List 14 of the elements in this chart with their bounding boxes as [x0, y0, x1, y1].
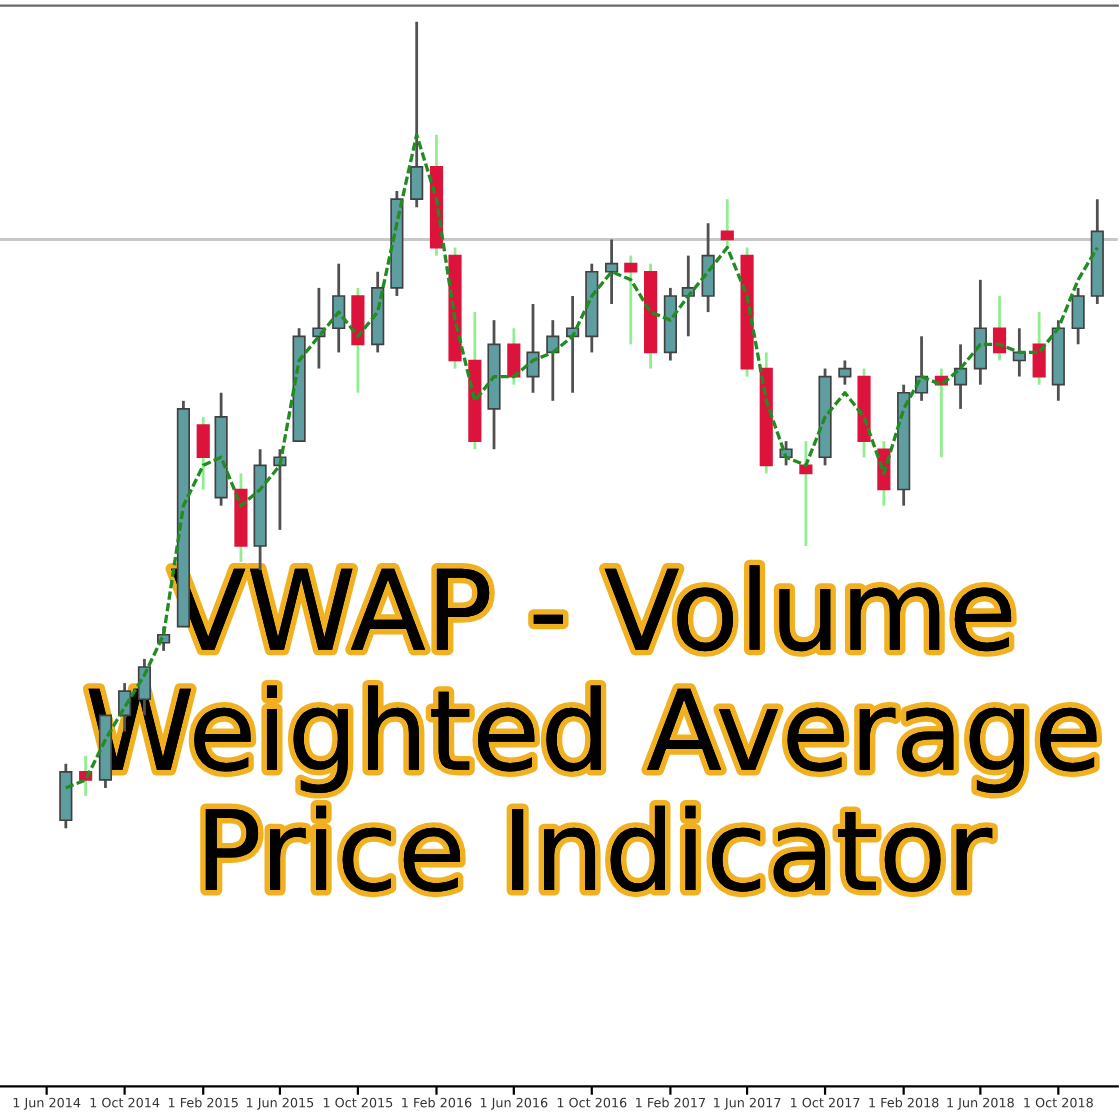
- candlestick: [701, 221, 715, 314]
- candlestick: [973, 278, 987, 387]
- candlestick: [838, 359, 852, 387]
- candlestick: [546, 318, 560, 403]
- candlestick: [624, 254, 638, 346]
- candlestick: [605, 238, 619, 306]
- candlestick: [992, 294, 1007, 362]
- candlestick: [953, 342, 968, 411]
- candlestick: [526, 302, 540, 395]
- candlestick: [410, 20, 424, 209]
- candlestick: [1071, 286, 1085, 346]
- candlestick: [720, 197, 734, 249]
- candlestick: [507, 326, 521, 387]
- candlestick: [196, 415, 210, 491]
